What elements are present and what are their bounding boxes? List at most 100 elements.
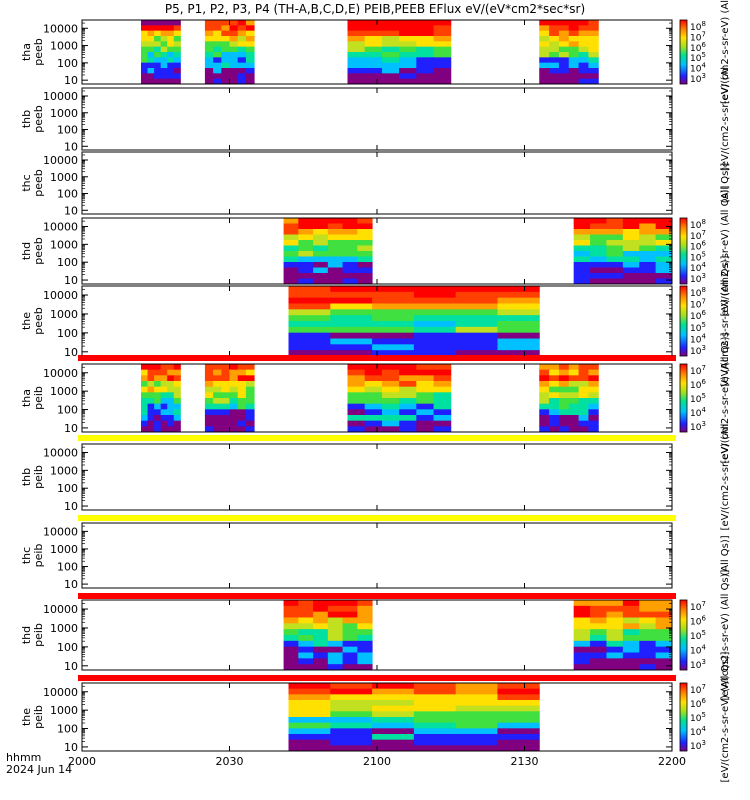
spectrogram-cell	[141, 375, 149, 382]
spectrogram-cell	[147, 369, 155, 376]
spectrogram-cell	[588, 415, 599, 422]
spectrogram-cell	[364, 57, 383, 64]
spectrogram-cell	[568, 426, 580, 433]
spectrogram-cell	[229, 364, 239, 371]
spectrogram-cell	[342, 623, 358, 630]
spectrogram-cell	[655, 658, 673, 665]
spectrogram-cell	[347, 20, 366, 26]
spectrogram-cell	[606, 664, 624, 671]
spectrogram-cell	[229, 30, 239, 37]
spectrogram-cell	[416, 68, 435, 74]
spectrogram-cell	[342, 251, 358, 257]
spectrogram-cell	[655, 229, 673, 235]
spectrogram-cell	[639, 251, 657, 257]
y-axis-label: tha	[20, 43, 33, 61]
spectrogram-cell	[147, 386, 155, 393]
spectrogram-cell	[141, 62, 149, 69]
spectrogram-cell	[237, 20, 247, 26]
spectrogram-cell	[590, 635, 607, 642]
y-tick-label: 1000	[50, 543, 78, 556]
spectrogram-cell	[213, 57, 222, 64]
spectrogram-cell	[455, 683, 498, 690]
date-label: 2024 Jun 14	[6, 763, 72, 776]
spectrogram-cell	[357, 223, 373, 230]
spectrogram-cell	[413, 728, 457, 735]
spectrogram-cell	[204, 415, 214, 422]
spectrogram-cell	[245, 403, 255, 410]
spectrogram-cell	[381, 30, 400, 37]
spectrogram-cell	[204, 20, 214, 26]
spectrogram-cell	[372, 717, 415, 724]
spectrogram-cell	[622, 646, 640, 653]
spectrogram-cell	[539, 364, 550, 371]
spectrogram-cell	[330, 332, 373, 339]
colorbar-tick-label: 108	[690, 218, 706, 231]
spectrogram-cell	[558, 30, 570, 37]
spectrogram-cell	[590, 629, 607, 636]
spectrogram-cell	[588, 20, 599, 26]
spectrogram-cell	[173, 73, 181, 80]
spectrogram-cell	[330, 688, 373, 695]
spectrogram-cell	[372, 315, 415, 322]
spectrogram-block	[141, 20, 181, 85]
spectrogram-cell	[147, 78, 155, 85]
y-tick-label: 10	[64, 660, 78, 673]
spectrogram-cell	[413, 332, 457, 339]
spectrogram-cell	[372, 711, 415, 718]
spectrogram-cell	[416, 420, 435, 427]
spectrogram-cell	[588, 392, 599, 399]
spectrogram-cell	[399, 386, 417, 393]
spectrogram-cell	[327, 267, 344, 274]
spectrogram-cell	[237, 415, 247, 422]
spectrogram-cell	[588, 398, 599, 405]
y-tick-label: 10	[64, 578, 78, 591]
spectrogram-cell	[245, 398, 255, 405]
spectrogram-cell	[568, 415, 580, 422]
spectrogram-cell	[154, 46, 162, 53]
spectrogram-cell	[237, 381, 247, 388]
spectrogram-cell	[413, 739, 457, 746]
colorbar-tick-label: 104	[690, 644, 706, 657]
spectrogram-cell	[154, 41, 162, 48]
y-tick-label: 10000	[43, 221, 78, 234]
spectrogram-cell	[399, 20, 417, 26]
spectrogram-cell	[298, 611, 314, 618]
spectrogram-cell	[245, 392, 255, 399]
spectrogram-cell	[416, 369, 435, 376]
spectrogram-cell	[342, 245, 358, 252]
spectrogram-cell	[298, 635, 314, 642]
spectrogram-cell	[204, 392, 214, 399]
spectrogram-cell	[160, 381, 168, 388]
spectrogram-cell	[433, 73, 452, 80]
spectrogram-cell	[154, 78, 162, 85]
spectrogram-cell	[357, 658, 373, 665]
spectrogram-cell	[381, 403, 400, 410]
spectrogram-cell	[160, 426, 168, 433]
spectrogram-cell	[141, 415, 149, 422]
y-tick-label: 100	[57, 188, 78, 201]
spectrogram-cell	[173, 392, 181, 399]
spectrogram-cell	[588, 62, 599, 69]
spectrogram-cell	[342, 273, 358, 279]
spectrogram-cell	[154, 398, 162, 405]
spectrogram-cell	[283, 640, 299, 648]
spectrogram-cell	[372, 739, 415, 746]
spectrogram-cell	[154, 426, 162, 433]
spectrogram-cell	[549, 30, 560, 37]
spectrogram-cell	[497, 711, 540, 718]
spectrogram-cell	[455, 291, 498, 299]
spectrogram-cell	[313, 600, 329, 607]
spectrogram-cell	[558, 415, 570, 422]
y-axis-label: thd	[20, 242, 33, 260]
spectrogram-cell	[347, 73, 366, 80]
spectrogram-cell	[213, 386, 222, 393]
spectrogram-cell	[229, 375, 239, 382]
spectrogram-cell	[347, 364, 366, 371]
spectrogram-cell	[372, 688, 415, 695]
spectrogram-cell	[455, 321, 498, 328]
spectrogram-cell	[283, 223, 299, 230]
spectrogram-cell	[639, 617, 657, 624]
spectrogram-cell	[342, 267, 358, 274]
spectrogram-cell	[590, 617, 607, 624]
spectrogram-cell	[381, 415, 400, 422]
